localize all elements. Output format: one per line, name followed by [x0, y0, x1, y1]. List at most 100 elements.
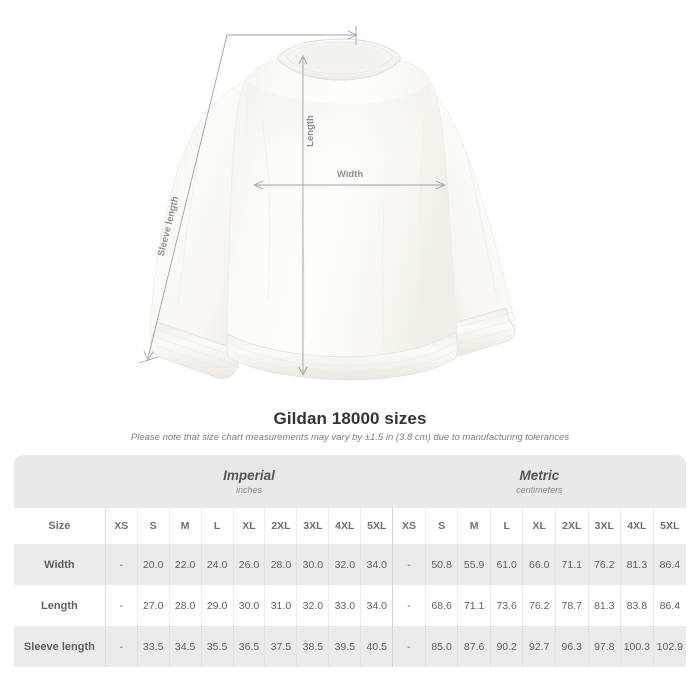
sleeve-imperial-xl: 36.5	[232, 626, 265, 667]
sleeve-metric-xs: -	[392, 626, 426, 667]
width-guide	[252, 180, 447, 190]
length-metric-xl: 76.2	[522, 585, 556, 626]
size-chart-table-container: Imperial inches Metric centimeters Size …	[14, 455, 686, 673]
header-imperial-5xl: 5XL	[360, 508, 393, 544]
length-imperial-4xl: 33.0	[328, 585, 361, 626]
sleeve-imperial-m: 34.5	[168, 626, 202, 667]
width-imperial-2xl: 28.0	[264, 544, 297, 585]
width-imperial-xs: -	[104, 544, 138, 585]
bottom-hem	[226, 331, 458, 381]
row-label-length: Length	[14, 585, 106, 626]
row-label-sleeve-length: Sleeve length	[14, 626, 106, 667]
sleeve-metric-4xl: 100.3	[620, 626, 654, 667]
header-imperial-xs: XS	[104, 508, 138, 544]
sleeve-imperial-s: 33.5	[136, 626, 170, 667]
header-metric-4xl: 4XL	[620, 508, 654, 544]
row-label-width: Width	[14, 544, 106, 585]
table-row: Width - 20.0 22.0 24.0 26.0 28.0 30.0 32…	[14, 544, 686, 585]
chart-title: Gildan 18000 sizes	[273, 409, 427, 428]
length-metric-4xl: 83.8	[620, 585, 654, 626]
chart-subtitle: Please note that size chart measurements…	[130, 432, 570, 443]
header-metric-5xl: 5XL	[652, 508, 686, 544]
width-imperial-l: 24.0	[200, 544, 234, 585]
metric-title: Metric	[519, 467, 560, 483]
fabric-folds	[177, 119, 499, 341]
sleeve-metric-l: 90.2	[489, 626, 523, 667]
length-label: Length	[305, 115, 316, 147]
length-imperial-m: 28.0	[168, 585, 202, 626]
sleeve-metric-s: 85.0	[424, 626, 458, 667]
metric-subtitle: centimeters	[516, 484, 563, 495]
header-metric-l: L	[489, 508, 523, 544]
width-metric-m: 55.9	[457, 544, 491, 585]
width-imperial-m: 22.0	[168, 544, 202, 585]
width-imperial-s: 20.0	[136, 544, 170, 585]
length-imperial-xs: -	[104, 585, 138, 626]
length-metric-5xl: 86.4	[652, 585, 686, 626]
table-row: Length - 27.0 28.0 29.0 30.0 31.0 32.0 3…	[14, 585, 686, 626]
width-imperial-xl: 26.0	[232, 544, 265, 585]
header-metric-2xl: 2XL	[554, 508, 589, 544]
sleeve-imperial-2xl: 37.5	[264, 626, 297, 667]
sleeve-metric-5xl: 102.9	[652, 626, 686, 667]
length-metric-s: 68.6	[424, 585, 458, 626]
sleeve-metric-2xl: 96.3	[554, 626, 589, 667]
length-imperial-l: 29.0	[200, 585, 234, 626]
length-metric-2xl: 78.7	[554, 585, 589, 626]
width-metric-xl: 66.0	[522, 544, 556, 585]
chest-shading	[243, 82, 435, 157]
banner-spacer-left	[14, 455, 106, 508]
width-metric-5xl: 86.4	[652, 544, 686, 585]
header-imperial-l: L	[200, 508, 234, 544]
sleeve-imperial-xs: -	[104, 626, 138, 667]
width-metric-4xl: 81.3	[620, 544, 654, 585]
header-metric-xl: XL	[522, 508, 556, 544]
width-metric-3xl: 76.2	[587, 544, 621, 585]
sleeve-imperial-l: 35.5	[200, 626, 234, 667]
width-metric-l: 61.0	[489, 544, 523, 585]
sleeve-imperial-4xl: 39.5	[328, 626, 361, 667]
garment-shape	[149, 38, 516, 381]
header-metric-xs: XS	[392, 508, 426, 544]
header-metric-3xl: 3XL	[587, 508, 621, 544]
header-imperial-s: S	[136, 508, 170, 544]
table-row: Sleeve length - 33.5 34.5 35.5 36.5 37.5…	[14, 626, 686, 667]
imperial-banner: Imperial inches	[105, 455, 393, 508]
length-imperial-2xl: 31.0	[264, 585, 297, 626]
sleeve-imperial-5xl: 40.5	[360, 626, 393, 667]
width-imperial-4xl: 32.0	[328, 544, 361, 585]
imperial-subtitle: inches	[236, 484, 263, 495]
sleeve-metric-xl: 92.7	[522, 626, 556, 667]
length-imperial-5xl: 34.0	[360, 585, 393, 626]
hem-ribs	[227, 341, 457, 374]
width-imperial-3xl: 30.0	[296, 544, 329, 585]
garment-illustration: Length Width Sleeve length	[138, 26, 516, 381]
sweatshirt-diagram: Length Width Sleeve length	[138, 26, 516, 381]
length-metric-m: 71.1	[457, 585, 491, 626]
length-metric-l: 73.6	[489, 585, 523, 626]
width-label: Width	[337, 169, 363, 180]
measurement-guides	[138, 26, 447, 377]
header-imperial-m: M	[168, 508, 202, 544]
header-metric-s: S	[424, 508, 458, 544]
sleeve-metric-m: 87.6	[457, 626, 491, 667]
width-imperial-5xl: 34.0	[360, 544, 393, 585]
width-metric-s: 50.8	[424, 544, 458, 585]
header-imperial-4xl: 4XL	[328, 508, 361, 544]
sleeve-metric-3xl: 97.8	[587, 626, 621, 667]
size-header-row: Size XS S M L XL 2XL 3XL 4XL 5XL XS S M …	[14, 508, 686, 544]
length-imperial-xl: 30.0	[232, 585, 265, 626]
unit-banner-row: Imperial inches Metric centimeters	[14, 455, 686, 508]
header-imperial-3xl: 3XL	[296, 508, 329, 544]
length-metric-xs: -	[392, 585, 426, 626]
width-metric-xs: -	[392, 544, 426, 585]
metric-banner: Metric centimeters	[392, 455, 686, 508]
sleeve-length-guide	[138, 26, 359, 364]
imperial-title: Imperial	[223, 467, 275, 483]
length-metric-3xl: 81.3	[587, 585, 621, 626]
header-imperial-2xl: 2XL	[264, 508, 297, 544]
header-size-label: Size	[14, 508, 106, 544]
sleeve-imperial-3xl: 38.5	[296, 626, 329, 667]
neck-opening	[293, 45, 387, 71]
header-metric-m: M	[457, 508, 491, 544]
